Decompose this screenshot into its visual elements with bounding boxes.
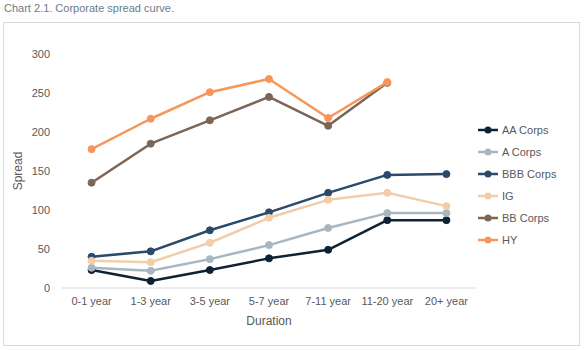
legend-marker — [485, 215, 492, 222]
series-marker — [266, 242, 273, 249]
series-marker — [325, 122, 332, 129]
series-marker — [384, 171, 391, 178]
chart-frame — [4, 23, 580, 346]
y-tick-label: 150 — [32, 165, 50, 177]
x-axis-title: Duration — [246, 314, 291, 328]
y-tick-label: 50 — [38, 243, 50, 255]
series-marker — [147, 277, 154, 284]
y-tick-label: 0 — [44, 282, 50, 294]
chart-svg: Chart 2.1. Corporate spread curve. 0 50 100… — [0, 0, 584, 350]
series-marker — [266, 255, 273, 262]
series-marker — [206, 239, 213, 246]
series-line — [92, 83, 388, 183]
series-marker — [384, 210, 391, 217]
series-marker — [147, 115, 154, 122]
x-tick-label: 1-3 year — [131, 295, 172, 307]
series-marker — [206, 117, 213, 124]
series-line — [92, 174, 447, 257]
legend-marker — [485, 171, 492, 178]
series-marker — [206, 227, 213, 234]
plot-area — [88, 75, 450, 284]
legend-label: HY — [502, 234, 518, 246]
series-marker — [206, 256, 213, 263]
legend-label: A Corps — [502, 146, 542, 158]
series-marker — [266, 75, 273, 82]
series-marker — [325, 246, 332, 253]
y-tick-label: 250 — [32, 87, 50, 99]
series-marker — [384, 79, 391, 86]
series-marker — [443, 210, 450, 217]
series-marker — [88, 179, 95, 186]
series-marker — [384, 189, 391, 196]
x-tick-label: 0-1 year — [71, 295, 112, 307]
legend-label: BBB Corps — [502, 168, 557, 180]
series-marker — [147, 267, 154, 274]
series-line — [92, 220, 447, 281]
series-marker — [88, 257, 95, 264]
series-marker — [206, 267, 213, 274]
legend-label: AA Corps — [502, 124, 549, 136]
series-line — [92, 193, 447, 262]
legend-marker — [485, 127, 492, 134]
x-tick-label: 11-20 year — [361, 295, 413, 307]
series-marker — [325, 224, 332, 231]
legend-marker — [485, 237, 492, 244]
series-marker — [384, 79, 391, 86]
series-marker — [266, 214, 273, 221]
x-tick-label: 20+ year — [425, 295, 468, 307]
legend-marker — [485, 149, 492, 156]
legend-marker — [485, 193, 492, 200]
legend-label: IG — [502, 190, 514, 202]
series-marker — [147, 140, 154, 147]
series-marker — [443, 217, 450, 224]
series-marker — [266, 93, 273, 100]
series-line — [92, 79, 388, 149]
series-marker — [443, 171, 450, 178]
series-marker — [147, 248, 154, 255]
y-axis-title: Spread — [11, 152, 25, 191]
y-tick-label: 200 — [32, 126, 50, 138]
series-marker — [443, 203, 450, 210]
y-tick-label: 100 — [32, 204, 50, 216]
chart-title: Chart 2.1. Corporate spread curve. — [4, 2, 174, 14]
x-tick-label: 7-11 year — [305, 295, 351, 307]
series-marker — [325, 189, 332, 196]
series-marker — [88, 146, 95, 153]
legend-label: BB Corps — [502, 212, 550, 224]
x-tick-label: 3-5 year — [190, 295, 231, 307]
x-tick-label: 5-7 year — [249, 295, 290, 307]
chart-container: Chart 2.1. Corporate spread curve. 0 50 100… — [0, 0, 584, 350]
series-marker — [325, 114, 332, 121]
series-marker — [384, 217, 391, 224]
y-tick-label: 300 — [32, 48, 50, 60]
series-marker — [147, 259, 154, 266]
x-axis-line — [62, 288, 476, 289]
series-marker — [325, 196, 332, 203]
series-marker — [206, 89, 213, 96]
series-marker — [88, 264, 95, 271]
